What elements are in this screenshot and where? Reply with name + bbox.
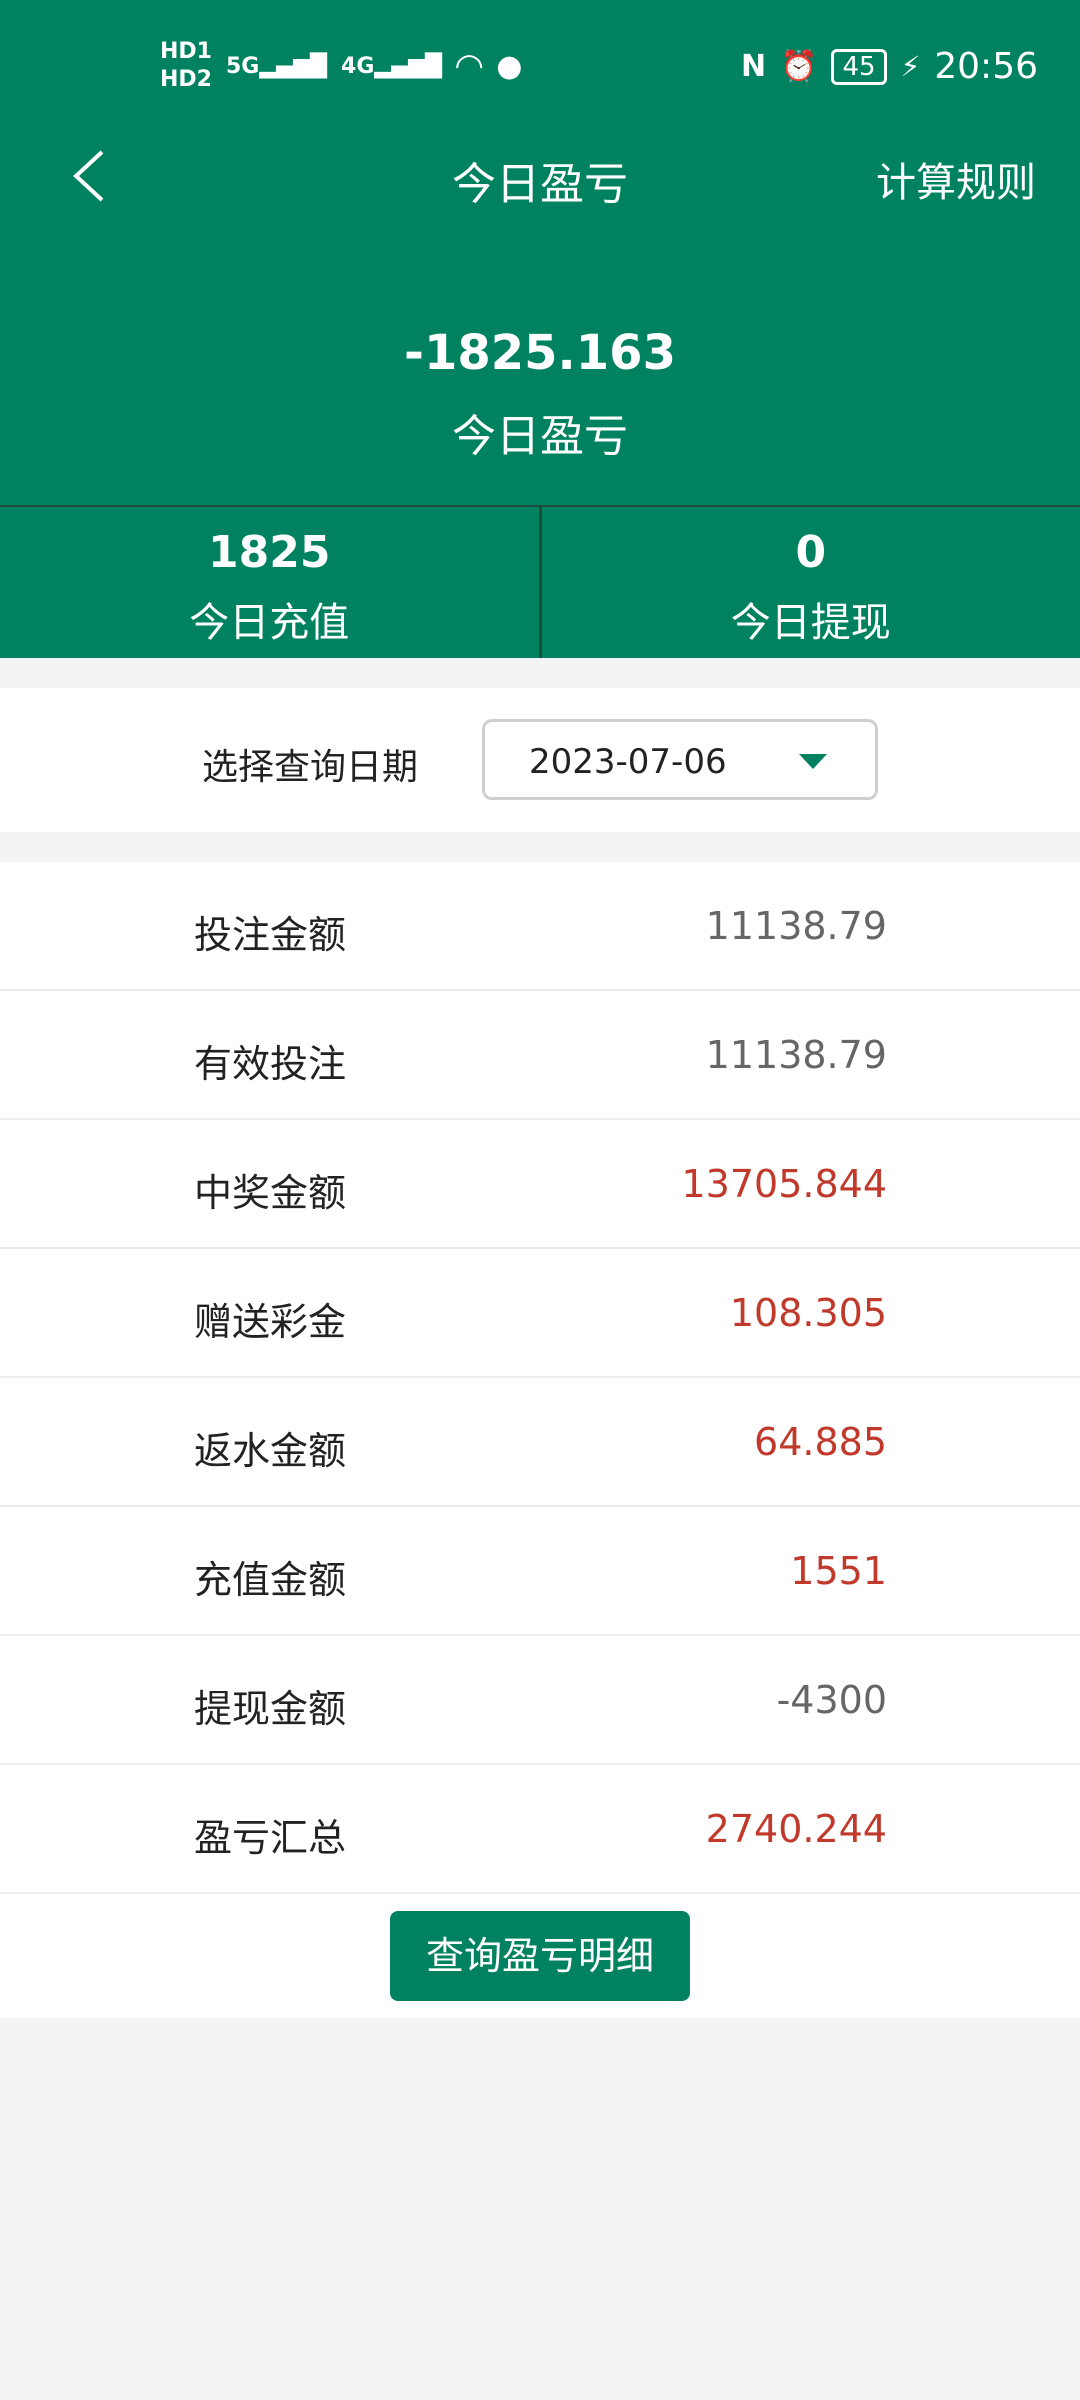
row-value: 64.885 bbox=[754, 1420, 887, 1464]
status-right: N ⏰ 45 ⚡ 20:56 bbox=[741, 46, 1038, 87]
hd1-label: HD1 bbox=[160, 39, 212, 64]
row-value: -4300 bbox=[776, 1678, 887, 1722]
stat-value: 0 bbox=[795, 527, 827, 578]
list-item: 充值金额 1551 bbox=[0, 1507, 1080, 1636]
list-item: 中奖金额 13705.844 bbox=[0, 1120, 1080, 1249]
list-item: 赠送彩金 108.305 bbox=[0, 1249, 1080, 1378]
date-value: 2023-07-06 bbox=[529, 742, 727, 782]
signal-5g-icon: 5G▂▄▆█ bbox=[225, 53, 328, 79]
summary-list: 投注金额 11138.79 有效投注 11138.79 中奖金额 13705.844 赠送彩… bbox=[0, 862, 1080, 1894]
list-item: 盈亏汇总 2740.244 bbox=[0, 1765, 1080, 1894]
stat-withdraw: 0 今日提现 bbox=[538, 507, 1080, 658]
row-value: 108.305 bbox=[729, 1291, 887, 1335]
chevron-left-icon bbox=[73, 150, 104, 202]
stat-label: 今日提现 bbox=[730, 600, 891, 646]
stat-recharge: 1825 今日充值 bbox=[0, 507, 539, 658]
list-item: 投注金额 11138.79 bbox=[0, 862, 1080, 991]
row-value: 1551 bbox=[790, 1549, 887, 1593]
wechat-icon: ● bbox=[496, 48, 523, 84]
wifi-icon: ◠ bbox=[456, 46, 483, 86]
today-profit-value: -1825.163 bbox=[404, 325, 676, 381]
stats-row: 1825 今日充值 0 今日提现 bbox=[0, 505, 1080, 658]
status-left: HD1 HD2 5G▂▄▆█ 4G▂▄▆█ ◠ ● bbox=[160, 38, 522, 94]
row-label: 赠送彩金 bbox=[194, 1300, 347, 1344]
header: HD1 HD2 5G▂▄▆█ 4G▂▄▆█ ◠ ● N ⏰ 45 ⚡ 20:56 … bbox=[0, 0, 1080, 658]
stat-value: 1825 bbox=[208, 527, 331, 578]
today-profit-label: 今日盈亏 bbox=[452, 411, 628, 462]
row-label: 返水金额 bbox=[194, 1429, 347, 1473]
row-label: 中奖金额 bbox=[194, 1171, 347, 1215]
hd2-label: HD2 bbox=[160, 67, 212, 92]
4g-label: 4G bbox=[341, 53, 375, 79]
back-button[interactable] bbox=[70, 148, 120, 204]
stat-label: 今日充值 bbox=[189, 600, 350, 646]
signal-4g-icon: 4G▂▄▆█ bbox=[341, 53, 443, 79]
footer: 查询盈亏明细 bbox=[0, 1894, 1080, 2018]
date-filter: 选择查询日期 2023-07-06 bbox=[0, 688, 1080, 832]
status-bar: HD1 HD2 5G▂▄▆█ 4G▂▄▆█ ◠ ● N ⏰ 45 ⚡ 20:56 bbox=[0, 0, 1080, 130]
row-label: 盈亏汇总 bbox=[194, 1816, 347, 1860]
date-label: 选择查询日期 bbox=[202, 747, 419, 788]
nfc-icon: N bbox=[741, 49, 767, 84]
5g-label: 5G bbox=[225, 53, 260, 79]
clock: 20:56 bbox=[934, 46, 1038, 87]
alarm-icon: ⏰ bbox=[780, 49, 818, 84]
query-details-button[interactable]: 查询盈亏明细 bbox=[390, 1911, 690, 2001]
date-select[interactable]: 2023-07-06 bbox=[482, 719, 878, 800]
row-label: 充值金额 bbox=[194, 1558, 347, 1602]
charging-icon: ⚡ bbox=[900, 50, 921, 83]
row-value: 13705.844 bbox=[681, 1162, 888, 1206]
calculation-rules-link[interactable]: 计算规则 bbox=[876, 160, 1036, 206]
hd-icon: HD1 HD2 bbox=[160, 38, 212, 94]
page-title: 今日盈亏 bbox=[452, 159, 628, 210]
row-label: 提现金额 bbox=[194, 1687, 347, 1731]
dropdown-arrow-icon bbox=[799, 754, 827, 769]
row-value: 2740.244 bbox=[705, 1807, 887, 1851]
row-value: 11138.79 bbox=[705, 904, 887, 948]
battery-icon: 45 bbox=[831, 48, 887, 85]
list-item: 有效投注 11138.79 bbox=[0, 991, 1080, 1120]
row-value: 11138.79 bbox=[705, 1033, 887, 1077]
row-label: 有效投注 bbox=[194, 1042, 347, 1086]
list-item: 返水金额 64.885 bbox=[0, 1378, 1080, 1507]
list-item: 提现金额 -4300 bbox=[0, 1636, 1080, 1765]
row-label: 投注金额 bbox=[194, 913, 347, 957]
